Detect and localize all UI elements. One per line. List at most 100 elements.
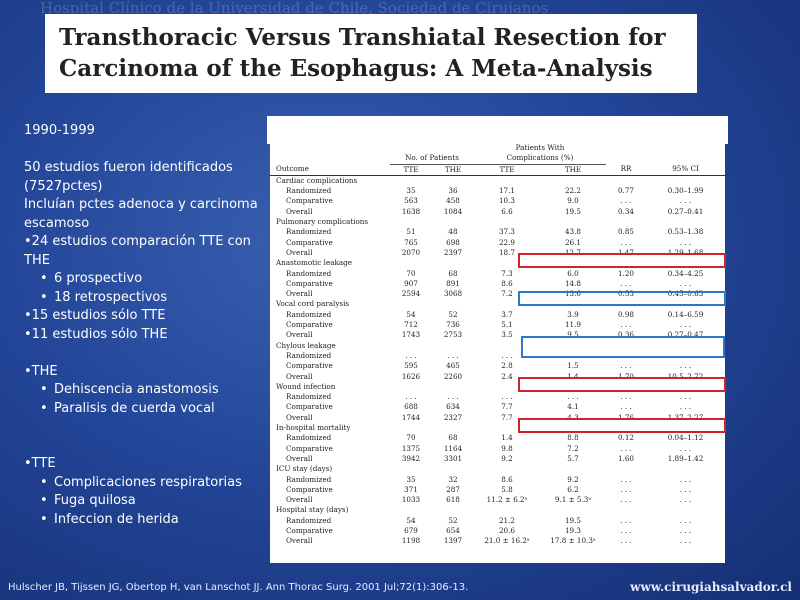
table-cell: 1744 [401,412,421,422]
table-cell: 68 [448,433,458,443]
table-cell: . . . [620,443,632,453]
title-line-2: Carcinoma of the Esophagus: A Meta-Analy… [59,55,653,82]
table-cell: . . . [620,320,632,330]
table-cell: 20.6 [498,525,515,535]
table-cell: 8.8 [567,433,579,443]
table-cell: 6.0 [567,268,579,278]
table-row: Randomized 35 36 17.1 22.2 0.77 0.30–1.99 [270,186,725,196]
period-text: 1990-1999 [24,123,95,138]
table-cell: 1084 [443,206,463,216]
table-cell: 14.8 [564,278,581,288]
table-row: Randomized . . . . . . . . . . . . . . . . . . [270,392,725,402]
table-row: Randomized 70 68 1.4 8.8 0.12 0.04–1.12 [270,433,725,443]
table-cell: . . . [620,196,632,206]
table-cell: . . . [567,392,579,402]
table-row: Overall 1744 2327 7.7 4.3 1.76 1.37–2.27 [270,413,725,423]
table-cell: 9.0 [567,196,579,206]
table-cell: 765 [404,237,418,247]
table-cell: . . . [567,350,579,360]
table-cell: 1.89–1.42 [667,453,704,463]
table-row: Overall 2594 3068 7.2 13.6 0.53 0.45–0.63 [270,289,725,299]
table-row: Comparative 679 654 20.6 19.3 . . . . . . [270,526,725,536]
table-cell: . . . [679,350,692,360]
table-cell: 712 [404,320,418,330]
table-cell: 1.4 [501,433,513,443]
table-row: Comparative 371 287 5.8 6.2 . . . . . . [270,485,725,495]
the-item-anastomosis: Dehiscencia anastomosis [24,381,264,400]
row-label: Overall [286,412,313,422]
table-cell: 1.5 [567,361,579,371]
table-cell: 70 [406,433,416,443]
table-row: Randomized 51 48 37.3 43.8 0.85 0.53–1.38 [270,227,725,237]
table-cell: 9.2 [567,474,579,484]
column-header: THE [432,164,474,176]
table-cell: . . . [679,443,692,453]
the-item-vocal-cord: Paralisis de cuerda vocal [24,400,264,419]
table-cell: 0.04–1.12 [667,433,704,443]
section-label: Pulmonary complications [276,217,369,227]
table-cell: 0.53–1.38 [667,227,704,237]
table-cell: 7.3 [501,268,513,278]
table-cell: 13.6 [564,289,581,299]
table-row: Overall 1638 1084 6.6 19.5 0.34 0.27–0.41 [270,207,725,217]
table-cell: . . . [679,320,692,330]
table-cell: 3942 [401,453,421,463]
table-cell: . . . [679,402,692,412]
highlight-chylous-overall [518,377,726,392]
table-cell: 0.45–0.63 [667,289,704,299]
table-cell: 68 [448,268,458,278]
table-cell: 0.27–0.41 [667,206,704,216]
table-cell: 10.5–2.72 [667,371,704,381]
column-header: RR [606,164,646,176]
table-cell: 36 [448,186,458,196]
table-cell: 4.3 [567,412,579,422]
table-cell: 1.4 [567,371,579,381]
table-cell: 2.4 [501,371,513,381]
table-cell: 1397 [443,536,463,546]
table-cell: 6.2 [567,484,579,494]
table-cell: . . . [620,525,632,535]
table-cell: 9.2 [501,453,513,463]
table-cell: 634 [446,402,460,412]
row-label: Randomized [286,474,332,484]
table-cell: 52 [448,515,458,525]
table-cell: . . . [679,196,692,206]
table-cell: . . . [620,350,632,360]
table-cell: 19.3 [564,525,581,535]
table-cell: 6.6 [501,206,513,216]
studies-line-2: (7527pctes) [24,178,103,194]
table-cell: 12.7 [564,247,581,257]
table-cell: 891 [446,278,460,288]
table-cell: 43.8 [564,227,581,237]
row-label: Overall [286,247,313,257]
table-cell: 70 [406,268,416,278]
table-row: Comparative 563 458 10.3 9.0 . . . . . . [270,196,725,206]
table-cell: 7.2 [567,443,579,453]
highlight-wound-overall [518,418,726,433]
column-header: Outcome [270,164,390,176]
table-cell: . . . [679,361,692,371]
row-label: Randomized [286,268,332,278]
table-cell: 32 [448,474,458,484]
table-cell: 1.47 [617,247,634,257]
retrospective-item: 18 retrospectivos [24,289,264,308]
table-cell: 907 [404,278,418,288]
slide-title: Transthoracic Versus Transhiatal Resecti… [45,14,697,93]
table-cell: 8.6 [501,474,513,484]
table-cell: 0.14–6.59 [667,309,704,319]
table-cell: . . . [679,474,692,484]
table-section-row: ICU stay (days) [270,464,725,474]
complications-header-line-1: Patients With [515,143,565,152]
table-cell: 52 [448,309,458,319]
section-label: Chylous leakage [276,340,336,350]
table-cell: 10.3 [498,196,515,206]
table-paper-top [267,116,728,144]
table-cell: . . . [620,402,632,412]
table-cell: 5.8 [501,484,513,494]
table-cell: 51 [406,227,416,237]
table-cell: . . . [620,515,632,525]
section-label: Cardiac complications [276,175,358,185]
row-label: Comparative [286,443,333,453]
table-cell: 22.2 [564,186,581,196]
row-label: Randomized [286,309,332,319]
